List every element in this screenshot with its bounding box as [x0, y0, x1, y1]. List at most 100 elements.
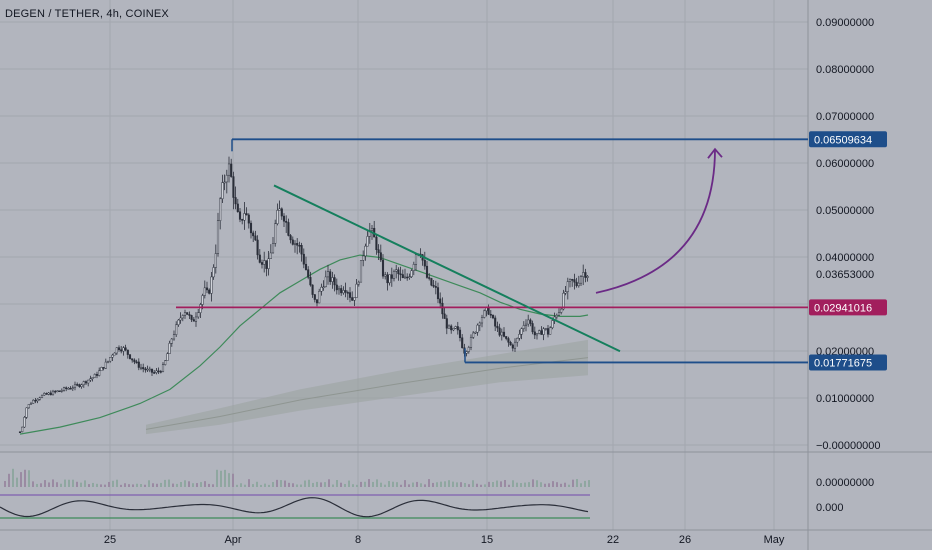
candle-body [395, 269, 398, 272]
volume-bar [172, 483, 174, 487]
volume-bar [296, 484, 298, 487]
volume-bar [84, 480, 86, 487]
candle-body [300, 245, 303, 255]
volume-bar [196, 483, 198, 487]
candle-body [175, 324, 178, 335]
candle-body [568, 279, 572, 282]
volume-bar [180, 482, 182, 487]
volume-bar [100, 484, 102, 487]
volume-bar [576, 479, 578, 487]
candle-body [513, 341, 517, 349]
candle-body [430, 278, 433, 286]
candle-body [291, 239, 294, 245]
candle-body [498, 327, 501, 336]
candle-body [384, 274, 387, 277]
candle-body [73, 384, 77, 388]
candle-body [386, 274, 389, 284]
volume-bar [28, 470, 30, 487]
candle-body [469, 337, 473, 348]
candle-body [335, 284, 338, 291]
candle-body [205, 287, 209, 291]
candle-body [91, 377, 94, 379]
candle-body [535, 333, 539, 336]
volume-bar [396, 482, 398, 487]
volume-bar [136, 483, 138, 487]
volume-bar [420, 483, 422, 487]
candle-body [144, 368, 147, 371]
candle-body [65, 387, 68, 389]
candle-body [25, 407, 28, 418]
volume-bar [384, 484, 386, 487]
candle-body [201, 295, 204, 305]
candle-body [331, 277, 334, 282]
volume-bar [72, 479, 74, 487]
candle-body [181, 315, 184, 319]
candle-body [62, 387, 66, 391]
volume-bar [116, 479, 118, 487]
candle-body [370, 227, 374, 231]
price-tick-label: 0.06000000 [816, 158, 874, 170]
volume-bar [448, 480, 450, 487]
volume-bar [188, 481, 190, 487]
candle-body [87, 379, 90, 384]
candle-body [80, 384, 83, 387]
candle-body [351, 297, 354, 301]
volume-bar [424, 484, 426, 487]
volume-bar [168, 479, 170, 487]
volume-bar [120, 484, 122, 487]
volume-bar [96, 483, 98, 487]
candle-body [208, 289, 211, 294]
candle-body [309, 277, 312, 286]
candle-body [276, 210, 279, 224]
candle-body [461, 337, 464, 349]
candle-body [236, 203, 239, 213]
volume-bar [60, 483, 62, 487]
candle-body [104, 361, 107, 369]
candle-body [399, 273, 402, 276]
candle-body [258, 254, 261, 263]
time-tick-label: Apr [224, 534, 241, 546]
volume-bar [16, 477, 18, 487]
candle-body [408, 276, 411, 278]
candle-body [60, 390, 63, 392]
candle-body [584, 272, 587, 278]
candle-body [509, 342, 512, 346]
volume-bar [392, 481, 394, 487]
candle-body [340, 288, 343, 294]
candle-body [522, 325, 525, 329]
candle-body [562, 292, 565, 310]
volume-bar [308, 479, 310, 487]
volume-bar [516, 482, 518, 487]
candle-body [32, 399, 35, 404]
volume-bar [276, 479, 278, 487]
candle-body [34, 399, 37, 402]
candle-body [27, 404, 30, 409]
candle-body [146, 368, 149, 371]
volume-bar [328, 479, 330, 487]
candle-body [58, 390, 61, 392]
candle-body [36, 399, 39, 402]
candle-body [313, 294, 316, 300]
candle-body [388, 274, 391, 284]
volume-bar [140, 484, 142, 487]
volume-bar [492, 482, 494, 487]
volume-bar [372, 481, 374, 487]
candle-body [38, 397, 41, 400]
chart-title: DEGEN / TETHER, 4h, COINEX [5, 8, 169, 20]
candle-body [392, 271, 396, 279]
candle-body [157, 370, 160, 373]
volume-bar [524, 482, 526, 487]
volume-bar [368, 479, 370, 487]
candle-body [403, 276, 407, 279]
candle-body [434, 286, 437, 288]
candle-body [324, 276, 327, 287]
price-axis: 0.09000000 0.08000000 0.07000000 0.06000000… [809, 17, 887, 514]
candle-body [271, 243, 275, 254]
candle-body [274, 223, 277, 244]
candle-body [478, 322, 481, 326]
price-tick-label: 0.05000000 [816, 205, 874, 217]
price-tick-label: 0.01000000 [816, 393, 874, 405]
candle-body [111, 354, 114, 358]
